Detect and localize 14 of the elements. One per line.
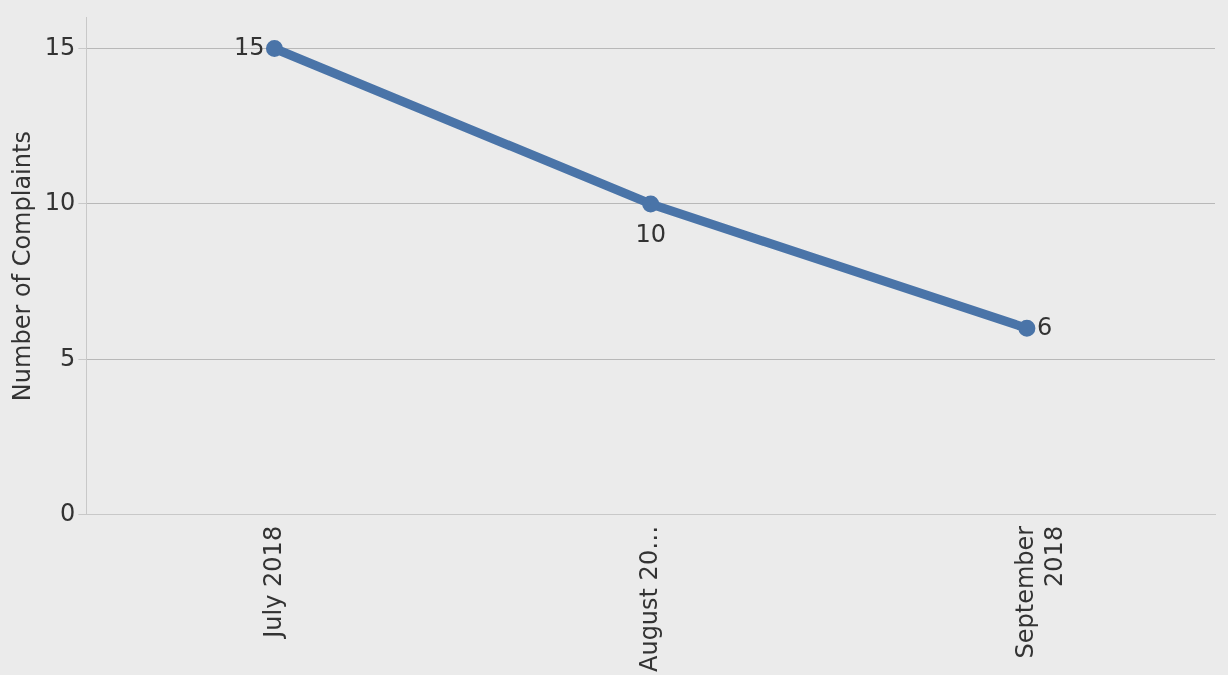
data-label: 15: [233, 32, 265, 61]
x-tick-label: September 2018: [1011, 525, 1068, 659]
y-tick-label: 0: [60, 499, 76, 528]
x-tick-label: July 2018: [258, 525, 287, 640]
x-tick-label: August 20…: [634, 525, 663, 672]
y-tick-label: 5: [60, 343, 76, 372]
point: [642, 195, 660, 213]
point: [1018, 319, 1036, 337]
data-label: 10: [635, 220, 666, 249]
data-label: 6: [1036, 312, 1053, 341]
y-tick-label: 15: [44, 32, 76, 61]
y-axis-title: Number of Complaints: [7, 131, 36, 402]
y-tick-label: 10: [44, 188, 76, 217]
point: [265, 39, 283, 57]
